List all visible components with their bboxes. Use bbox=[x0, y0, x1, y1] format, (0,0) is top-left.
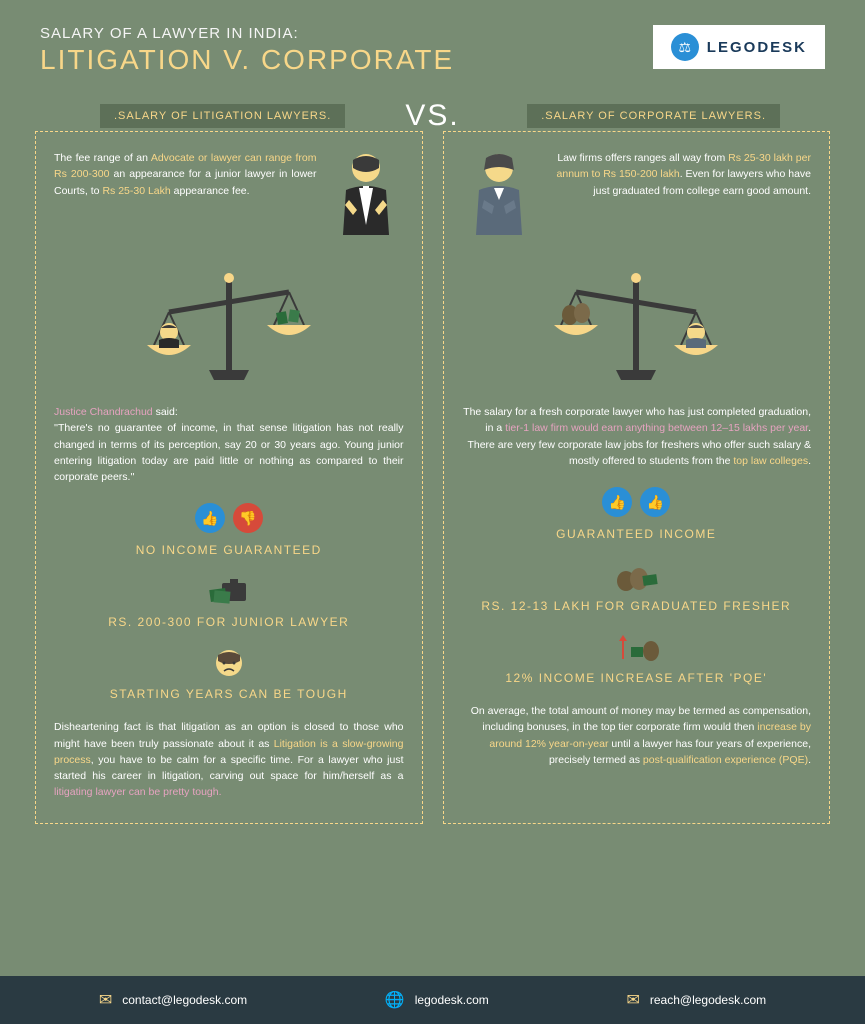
litigation-column: The fee range of an Advocate or lawyer c… bbox=[35, 131, 423, 824]
footer-email2-text: reach@legodesk.com bbox=[650, 993, 766, 1007]
corporate-body: On average, the total amount of money ma… bbox=[462, 703, 812, 768]
corporate-feat3: 12% INCOME INCREASE AFTER 'PQE' bbox=[462, 671, 812, 685]
corporate-column: Law firms offers ranges all way from Rs … bbox=[443, 131, 831, 824]
footer: ✉ contact@legodesk.com 🌐 legodesk.com ✉ … bbox=[0, 976, 865, 1024]
briefcase-money-icon bbox=[54, 575, 404, 607]
thumb-down-icon: 👎 bbox=[233, 503, 263, 533]
footer-email2: ✉ reach@legodesk.com bbox=[626, 990, 766, 1010]
corporate-scale-icon bbox=[462, 270, 812, 390]
page-title: LITIGATION V. CORPORATE bbox=[40, 44, 454, 76]
right-section-label: .SALARY OF CORPORATE LAWYERS. bbox=[527, 104, 780, 128]
income-increase-icon bbox=[462, 631, 812, 663]
litigation-scale-icon bbox=[54, 270, 404, 390]
money-bags-icon bbox=[462, 559, 812, 591]
header: SALARY OF A LAWYER IN INDIA: LITIGATION … bbox=[0, 0, 865, 86]
litigation-feat3: STARTING YEARS CAN BE TOUGH bbox=[54, 687, 404, 701]
columns: The fee range of an Advocate or lawyer c… bbox=[0, 116, 865, 824]
thumb-up-icon: 👍 bbox=[195, 503, 225, 533]
header-titles: SALARY OF A LAWYER IN INDIA: LITIGATION … bbox=[40, 25, 454, 76]
logo-text: LEGODESK bbox=[707, 39, 807, 56]
litigation-body: Disheartening fact is that litigation as… bbox=[54, 719, 404, 800]
thumb-up-icon: 👍 bbox=[602, 487, 632, 517]
subtitle: SALARY OF A LAWYER IN INDIA: bbox=[40, 25, 454, 42]
litigation-feat1: NO INCOME GUARANTEED bbox=[54, 543, 404, 557]
footer-web: 🌐 legodesk.com bbox=[385, 990, 489, 1010]
corporate-lawyer-icon bbox=[462, 150, 537, 245]
litigation-lawyer-icon bbox=[329, 150, 404, 245]
footer-email1-text: contact@legodesk.com bbox=[122, 993, 247, 1007]
vs-text: VS. bbox=[405, 99, 459, 133]
left-section-label: .SALARY OF LITIGATION LAWYERS. bbox=[100, 104, 345, 128]
footer-web-text: legodesk.com bbox=[415, 993, 489, 1007]
mail-icon: ✉ bbox=[626, 990, 639, 1010]
logo-icon: ⚖ bbox=[671, 33, 699, 61]
logo: ⚖ LEGODESK bbox=[653, 25, 825, 69]
sad-face-icon bbox=[54, 647, 404, 679]
corporate-mid-text: The salary for a fresh corporate lawyer … bbox=[462, 404, 812, 469]
footer-email1: ✉ contact@legodesk.com bbox=[99, 990, 247, 1010]
corporate-thumbs: 👍 👍 bbox=[462, 487, 812, 517]
thumb-up-icon: 👍 bbox=[640, 487, 670, 517]
litigation-intro-text: The fee range of an Advocate or lawyer c… bbox=[54, 150, 317, 199]
corporate-feat1: GUARANTEED INCOME bbox=[462, 527, 812, 541]
litigation-feat2: RS. 200-300 FOR JUNIOR LAWYER bbox=[54, 615, 404, 629]
litigation-intro: The fee range of an Advocate or lawyer c… bbox=[54, 150, 404, 260]
litigation-quote: Justice Chandrachud said: ''There's no g… bbox=[54, 404, 404, 485]
globe-icon: 🌐 bbox=[385, 990, 405, 1010]
litigation-thumbs: 👍 👎 bbox=[54, 503, 404, 533]
mail-icon: ✉ bbox=[99, 990, 112, 1010]
corporate-intro-text: Law firms offers ranges all way from Rs … bbox=[549, 150, 812, 199]
corporate-feat2: RS. 12-13 LAKH FOR GRADUATED FRESHER bbox=[462, 599, 812, 613]
corporate-intro: Law firms offers ranges all way from Rs … bbox=[462, 150, 812, 260]
